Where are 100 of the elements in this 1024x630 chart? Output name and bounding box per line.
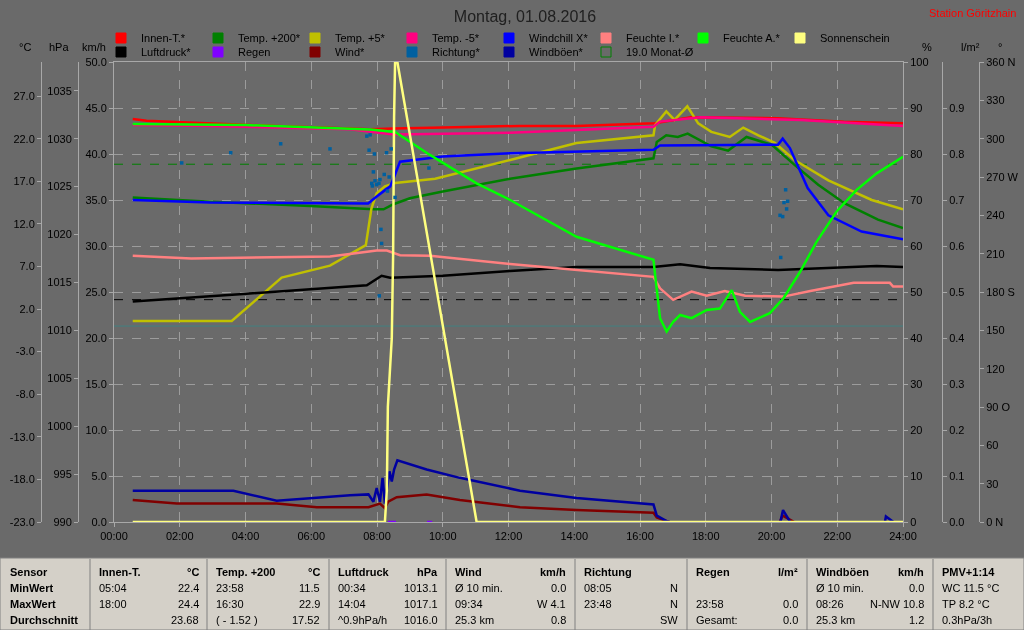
legend-label: Temp. +5*	[335, 32, 386, 45]
y-tick-label: 40.0	[85, 147, 107, 160]
text: 24.4	[178, 598, 200, 610]
x-tick-label: 10:00	[428, 530, 457, 543]
legend-label: Luftdruck*	[141, 46, 192, 59]
text: l/m²	[778, 566, 798, 578]
y3-tick-label: 1035	[47, 84, 72, 97]
y3-tick-label: 1030	[47, 132, 72, 145]
text: 22.9	[299, 598, 321, 610]
y-axis-title: km/h	[82, 41, 106, 53]
y-axis-title: %	[922, 41, 932, 53]
point	[378, 177, 382, 182]
text: 00:34	[338, 582, 366, 594]
text: Ø 10 min.	[816, 582, 864, 594]
text: 1016.0	[404, 614, 438, 626]
y-tick-label: 90	[910, 101, 923, 114]
y2-tick-label: -18.0	[9, 473, 35, 486]
text: WC 11.5 °C	[942, 582, 1000, 594]
line-series	[131, 249, 903, 302]
y2-tick-label: 0.4	[949, 331, 965, 344]
y3-tick-label: 270 W	[986, 170, 1019, 183]
y3-tick-label: 300	[986, 132, 1005, 145]
point	[371, 170, 376, 174]
y2-tick-label: 22.0	[13, 132, 35, 145]
text: PMV+1:14	[942, 566, 996, 578]
point	[328, 147, 332, 151]
legend-label: Sonnenschein	[820, 32, 890, 45]
text: Durchschnitt	[10, 614, 79, 626]
text: Windböen	[816, 566, 870, 578]
legend-label: Wind*	[335, 46, 366, 59]
y3-tick-label: 90 O	[986, 400, 1011, 413]
y3-tick-label: 990	[53, 515, 72, 528]
y-tick-label: 30	[910, 377, 923, 390]
point	[377, 294, 382, 298]
x-tick-label: 06:00	[297, 530, 326, 543]
text: km/h	[540, 566, 566, 578]
x-tick-label: 24:00	[889, 530, 917, 543]
y3-tick-label: 150	[986, 324, 1005, 337]
text: Station Göritzhain	[929, 7, 1017, 19]
point	[385, 189, 390, 193]
y3-tick-label: 1010	[47, 324, 72, 337]
y-tick-label: 25.0	[85, 285, 107, 298]
y2-tick-label: 2.0	[19, 302, 35, 315]
y2-tick-label: -13.0	[9, 430, 35, 443]
text: 25.3 km	[816, 614, 856, 626]
point	[427, 166, 431, 170]
x-tick-label: 16:00	[626, 530, 654, 543]
point	[784, 207, 789, 211]
y2-tick-label: 0.8	[949, 147, 965, 160]
y-tick-label: 80	[910, 147, 923, 160]
x-tick-label: 22:00	[823, 530, 852, 543]
y2-tick-label: -23.0	[9, 515, 35, 528]
x-tick-label: 12:00	[494, 530, 523, 543]
y2-tick-label: 7.0	[19, 260, 35, 273]
text: 1.2	[909, 614, 925, 626]
text: SW	[660, 614, 679, 626]
legend-label: Windböen*	[529, 46, 584, 59]
text: 08:26	[816, 598, 844, 610]
text: 1013.1	[404, 582, 438, 594]
y2-tick-label: 27.0	[13, 89, 35, 102]
text: 0.8	[551, 614, 567, 626]
y-tick-label: 45.0	[85, 101, 107, 114]
point	[368, 133, 372, 137]
legend-label: Richtung*	[432, 46, 481, 59]
y-tick-label: 50	[910, 285, 923, 298]
x-tick-label: 04:00	[231, 530, 260, 543]
text: 0.3hPa/3h	[942, 614, 993, 626]
y3-tick-label: 240	[986, 209, 1005, 222]
text: 05:04	[99, 582, 127, 594]
text: km/h	[898, 566, 924, 578]
y3-tick-label: 330	[986, 94, 1005, 107]
text: Sensor	[10, 566, 49, 578]
legend-label: Windchill X*	[529, 32, 589, 45]
y3-tick-label: 120	[986, 362, 1005, 375]
y3-tick-label: 360 N	[986, 55, 1016, 68]
text: Ø 10 min.	[455, 582, 503, 594]
text: 14:04	[338, 598, 366, 610]
text: N-NW 10.8	[870, 598, 925, 610]
legend-label: Temp. +200*	[238, 32, 301, 45]
text: 18:00	[99, 598, 127, 610]
text: TP 8.2 °C	[942, 598, 990, 610]
y-tick-label: 0.0	[91, 515, 107, 528]
x-tick-label: 02:00	[165, 530, 194, 543]
point	[782, 200, 786, 205]
text: 08:05	[584, 582, 612, 594]
text: 1017.1	[404, 598, 438, 610]
text: °C	[187, 566, 200, 578]
text: Luftdruck	[338, 566, 390, 578]
x-tick-label: 20:00	[757, 530, 786, 543]
text: 0.0	[783, 614, 799, 626]
text: N	[670, 598, 678, 610]
x-tick-label: 08:00	[363, 530, 391, 543]
legend-label: Innen-T.*	[141, 32, 186, 45]
text: Temp. +200	[216, 566, 276, 578]
point	[393, 195, 397, 200]
y3-tick-label: 1005	[47, 372, 72, 385]
text: 11.5	[299, 582, 320, 594]
y3-tick-label: 0 N	[986, 515, 1004, 528]
y3-axis-title: °	[998, 41, 1003, 53]
point	[278, 142, 283, 146]
